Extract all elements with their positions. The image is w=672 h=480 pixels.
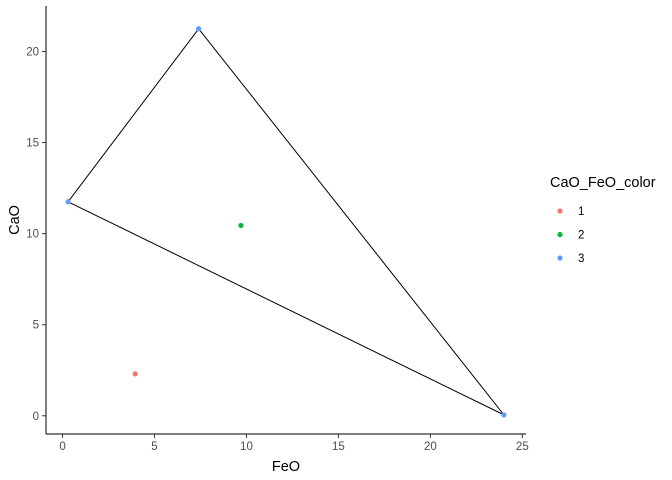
x-tick-label: 25 [516,441,529,453]
legend-label-1: 1 [578,206,584,218]
data-point-group-3 [501,412,507,418]
data-point-group-2 [238,222,244,229]
y-tick-label: 10 [26,229,39,241]
y-ticks: 0 5 10 15 20 [26,47,46,423]
axes-layer [45,6,526,435]
points-layer [65,26,507,418]
x-ticks: 0 5 10 15 20 25 [59,434,529,453]
data-point-group-3 [65,199,71,205]
legend-label-3: 3 [578,253,584,265]
legend-key-1 [557,208,563,214]
x-tick-label: 0 [59,441,65,453]
x-tick-label: 5 [151,441,157,453]
x-tick-label: 10 [240,441,253,453]
data-point-group-3 [196,26,202,32]
x-axis-title: FeO [272,459,300,475]
legend-key-2 [557,231,563,238]
legend-label-2: 2 [578,230,584,242]
y-tick-label: 5 [33,320,39,332]
x-tick-label: 20 [424,441,437,453]
y-axis-title: CaO [7,205,23,235]
y-tick-label: 15 [26,138,39,150]
legend-key-3 [557,255,563,261]
data-point-group-1 [132,371,138,377]
x-tick-label: 15 [332,441,345,453]
legend: CaO_FeO_color 1 2 3 [550,175,656,265]
legend-title: CaO_FeO_color [550,175,656,191]
y-tick-label: 20 [26,47,39,59]
triangle-hull-layer [67,27,505,416]
triangle-hull [67,27,505,416]
y-tick-label: 0 [33,411,39,423]
legend-entries: 1 2 3 [557,206,584,265]
